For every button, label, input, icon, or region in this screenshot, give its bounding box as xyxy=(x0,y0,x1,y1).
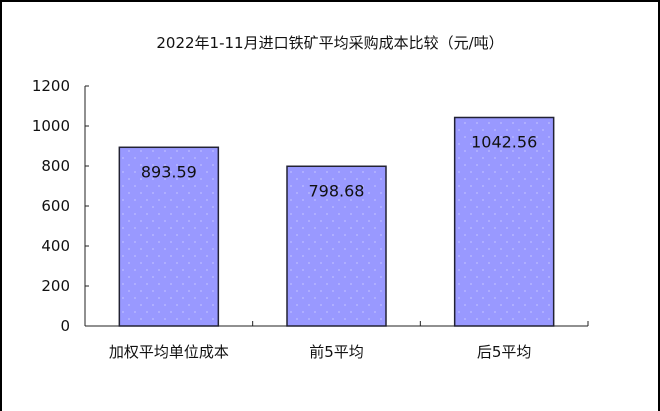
y-tick-label: 0 xyxy=(60,317,70,335)
bar xyxy=(453,116,555,327)
y-tick-label: 1000 xyxy=(32,117,70,135)
data-label: 1042.56 xyxy=(471,132,537,151)
bar xyxy=(286,165,387,327)
data-label: 798.68 xyxy=(309,181,365,200)
y-tick-label: 600 xyxy=(41,197,70,215)
y-tick-label: 400 xyxy=(41,237,70,255)
y-tick-label: 1200 xyxy=(32,77,70,95)
y-tick-label: 800 xyxy=(41,157,70,175)
bar xyxy=(118,146,220,327)
category-label: 前5平均 xyxy=(309,343,364,361)
category-label: 加权平均单位成本 xyxy=(109,343,229,361)
data-label: 893.59 xyxy=(141,162,197,181)
category-label: 后5平均 xyxy=(477,343,532,361)
chart-title: 2022年1-11月进口铁矿平均采购成本比较（元/吨） xyxy=(156,34,504,52)
y-tick-label: 200 xyxy=(41,277,70,295)
